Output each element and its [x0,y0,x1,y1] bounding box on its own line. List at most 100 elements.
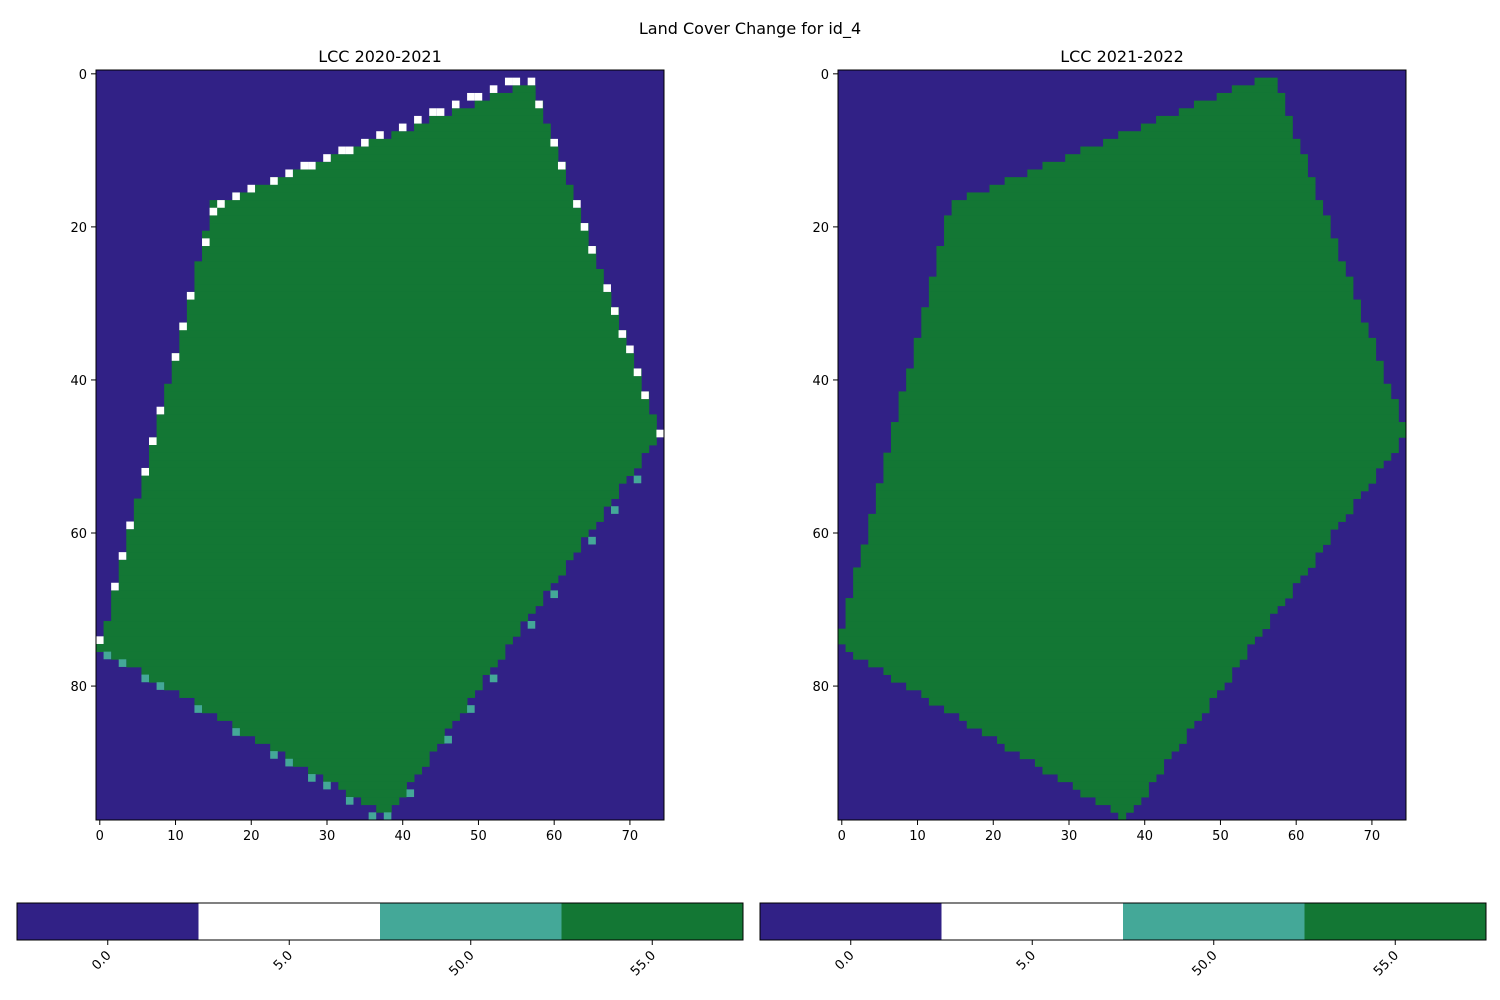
heatmap-cell [156,406,165,415]
heatmap-cell-run [164,406,650,415]
heatmap-cell-run [1057,774,1157,783]
heatmap-cell-run [860,544,1324,553]
heatmap-cell-run [149,445,650,454]
heatmap-cell-run [338,781,407,790]
colorbar-label: 55.0 [1371,948,1402,979]
heatmap-cell [186,291,195,300]
heatmap-cell [504,77,513,86]
heatmap-cell-run [194,276,604,285]
heatmap-cell-run [232,720,453,729]
heatmap-cell [451,100,460,109]
heatmap-cell [573,200,581,208]
x-tick-label: 20 [243,829,260,844]
heatmap-cell-run [391,131,551,140]
x-tick-label: 30 [319,829,336,844]
heatmap-cell-run [308,766,423,775]
x-tick-label: 20 [985,829,1002,844]
heatmap-cell [436,108,445,116]
heatmap-cell-run [906,376,1384,385]
y-axis-ticks: 0 20 40 60 80 [70,68,96,695]
heatmap-cell [550,138,558,147]
heatmap-cell-run [1118,131,1293,140]
heatmap-cell [270,751,278,759]
heatmap-cell-run [891,429,1407,438]
heatmap-cell-run [891,437,1399,446]
heatmap-cell-run [906,383,1392,392]
heatmap-cell-run [171,360,635,369]
axes-frame [95,69,665,821]
y-axis-ticks: 0 20 40 60 80 [812,68,838,695]
heatmap-cell-run [209,207,582,216]
heatmap-cell-run [1140,123,1293,132]
heatmap-cell-run [981,728,1187,737]
axes-spine [95,69,665,821]
heatmap-cell [444,735,452,744]
heatmap-cell-run [928,291,1354,300]
heatmap-cell-run [898,399,1399,408]
heatmap-cell [626,345,634,354]
heatmap-cell-run [1110,804,1134,813]
heatmap-cell-run [1254,77,1278,86]
heatmap-cell-run [179,345,627,354]
heatmap-cell-run [875,490,1361,499]
x-axis-ticks: 0 10 20 30 40 50 60 70 [838,820,1380,844]
heatmap-cell-run [209,223,589,232]
heatmap-cell-run [838,628,1263,637]
heatmap-cells [838,70,1407,821]
heatmap-cell [368,812,377,820]
heatmap-cell-run [921,330,1369,339]
heatmap-cell [474,92,483,101]
heatmap-cell [118,552,127,560]
heatmap-cell [618,330,627,338]
heatmap-cell [376,131,384,139]
colorbar-label: 5.0 [1014,948,1039,973]
heatmap-cell-run [891,445,1399,454]
heatmap-cell-run [1004,743,1180,752]
heatmap-cell-run [1231,85,1278,94]
heatmap-cell [467,92,475,101]
heatmap-cell-run [906,368,1384,377]
heatmap-cell-run [944,705,1210,714]
colorbar-segment [17,903,199,940]
y-tick-label: 20 [812,221,829,236]
heatmap-cell-run [898,406,1399,415]
heatmap-cell [308,161,316,170]
heatmap-cell-run [133,513,604,522]
heatmap-cell [361,138,369,147]
heatmap-cell-run [194,261,597,270]
heatmap-cell [247,184,256,193]
colorbar-segment [561,903,744,940]
heatmap-cell-run [944,230,1331,239]
y-tick-label: 40 [812,374,829,389]
heatmap-cell-run [186,291,612,300]
heatmap-cell-run [202,253,597,262]
heatmap-cell-run [179,322,619,331]
heatmap-cell [467,705,475,713]
heatmap-cell-run [118,559,566,568]
colorbar-right: 0.0 5.0 50.0 55.0 [759,902,1487,979]
panel-lcc-2020-2021: LCC 2020-2021 0 10 20 30 40 50 60 70 0 20 40 60 80 [70,47,665,844]
heatmap-cell [96,636,104,644]
panel-title: LCC 2020-2021 [318,47,442,66]
x-tick-label: 10 [167,829,184,844]
heatmap-cell-run [429,115,544,124]
heatmap-cell-run [255,184,574,193]
heatmap-cell-run [883,467,1377,477]
heatmap-cell [489,85,498,93]
x-axis-ticks: 0 10 20 30 40 50 60 70 [96,820,638,844]
colorbar-segment [941,903,1124,940]
y-tick-label: 60 [812,527,829,542]
colorbar-label: 50.0 [1189,948,1220,979]
heatmap-cell [103,651,112,660]
heatmap-cell-run [194,697,468,706]
heatmap-cell-run [1042,766,1165,775]
heatmap-cell [338,146,346,155]
heatmap-cell-run [149,452,642,461]
heatmap-cell [345,797,354,805]
heatmap-cell-run [966,192,1316,201]
heatmap-cell-run [868,536,1331,545]
heatmap-cell-run [883,452,1392,461]
heatmap-cell-run [209,215,582,224]
heatmap-cell-run [353,146,559,155]
heatmap-cell-run [414,123,551,132]
